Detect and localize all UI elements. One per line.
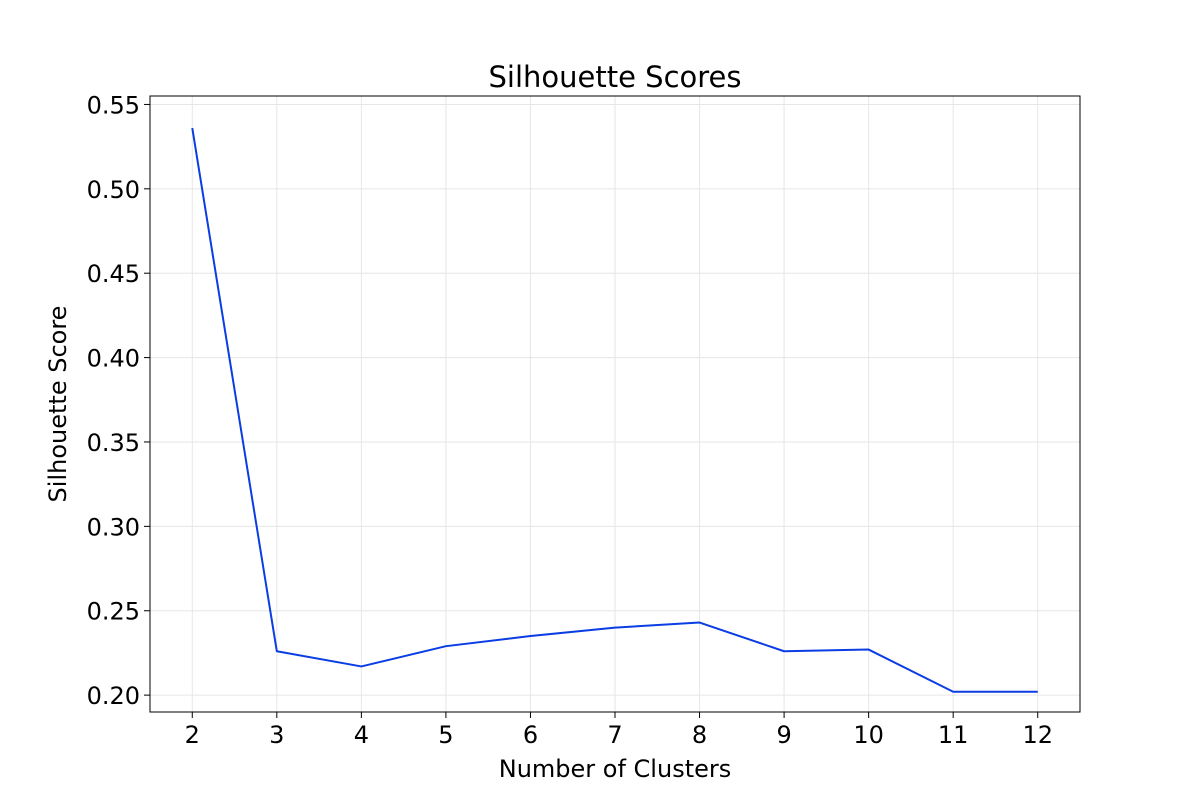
x-tick-label: 5	[438, 721, 453, 749]
x-axis-title: Number of Clusters	[499, 755, 732, 783]
y-tick-label: 0.25	[87, 598, 140, 626]
x-tick-label: 2	[185, 721, 200, 749]
series-line	[191, 127, 1038, 693]
y-axis-title: Silhouette Score	[44, 306, 72, 503]
y-tick-label: 0.50	[87, 176, 140, 204]
y-tick-label: 0.45	[87, 260, 140, 288]
chart-title: Silhouette Scores	[489, 60, 742, 94]
y-tick-label: 0.40	[87, 345, 140, 373]
grid-layer	[150, 96, 1080, 712]
tick-layer: 2 3 4 5 6 7 8 9 10 11 12 0.20 0.25 0.30 0.35 0.40 0.45 0.…	[87, 91, 1053, 749]
y-tick-label: 0.55	[87, 91, 140, 119]
x-tick-label: 3	[269, 721, 284, 749]
y-tick-label: 0.35	[87, 429, 140, 457]
x-tick-label: 6	[523, 721, 538, 749]
x-tick-label: 8	[692, 721, 707, 749]
x-tick-label: 12	[1022, 721, 1053, 749]
y-tick-label: 0.30	[87, 513, 140, 541]
x-tick-label: 9	[776, 721, 791, 749]
x-tick-label: 11	[938, 721, 969, 749]
series-layer	[191, 127, 1038, 693]
x-tick-label: 10	[853, 721, 884, 749]
x-tick-label: 7	[607, 721, 622, 749]
y-tick-label: 0.20	[87, 682, 140, 710]
x-tick-label: 4	[354, 721, 369, 749]
